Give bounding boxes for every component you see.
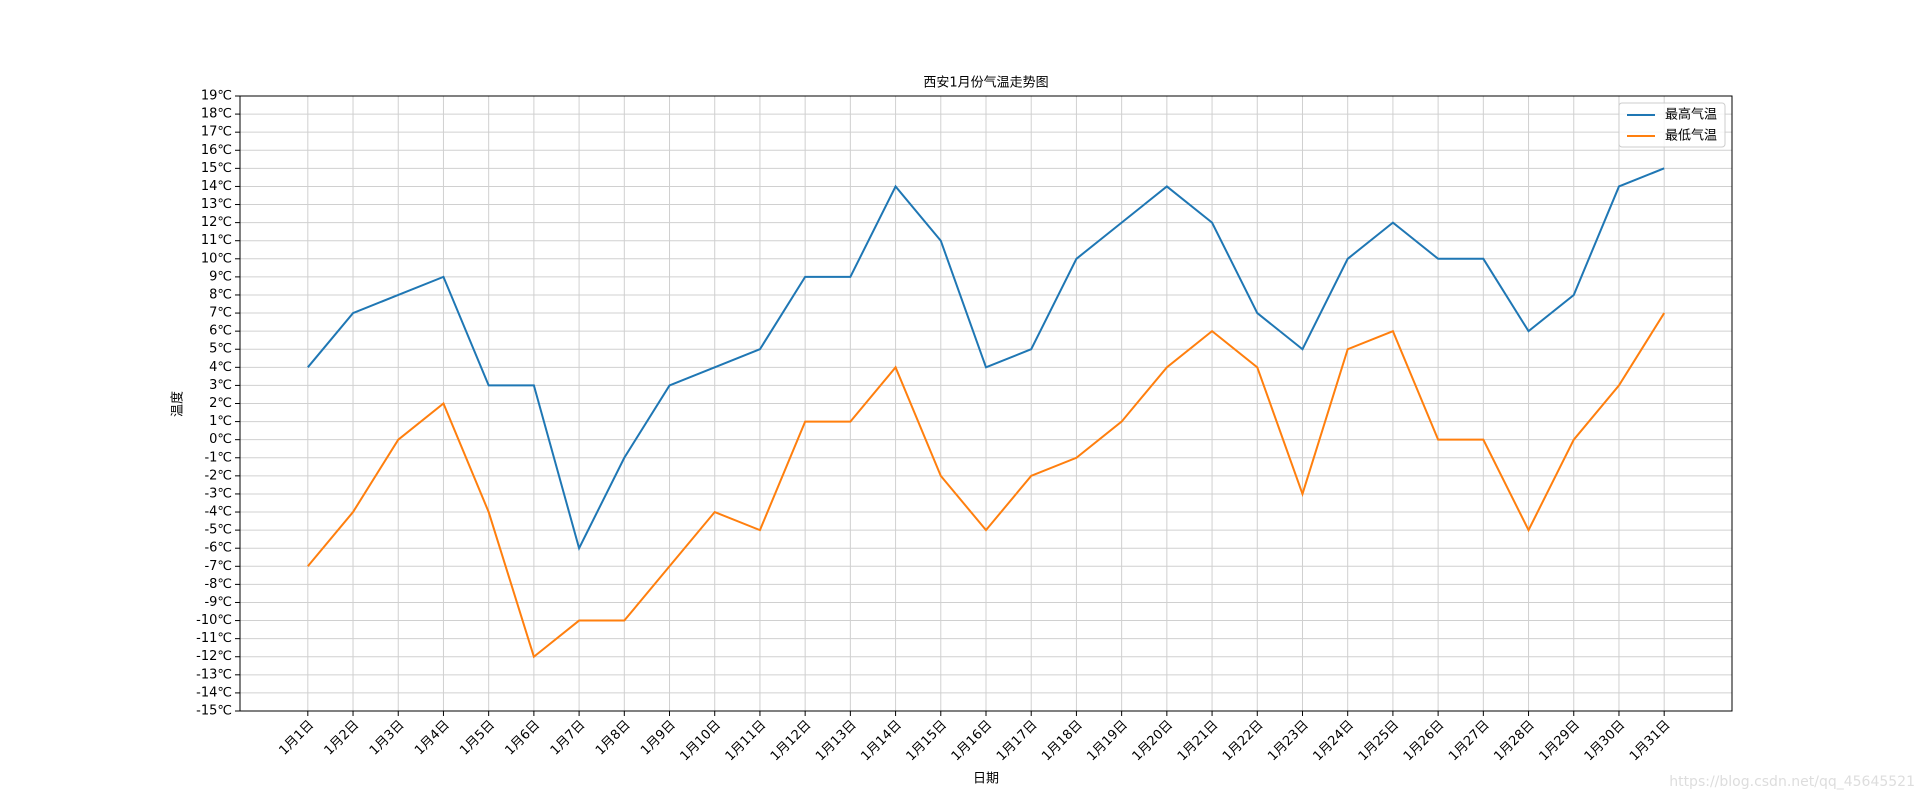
line-series [307,167,1665,551]
y-tick-label: -2℃ [204,468,232,483]
x-tick-label: 1月31日 [1627,718,1674,765]
x-tick-label: 1月30日 [1582,718,1629,765]
y-tick-label: 10℃ [201,251,232,266]
legend-label: 最低气温 [1665,128,1717,144]
x-tick-label: 1月2日 [322,718,363,759]
y-tick-label: 11℃ [201,233,232,248]
y-tick-label: 12℃ [201,215,232,230]
x-tick-label: 1月20日 [1130,718,1177,765]
x-tick-label: 1月3日 [367,718,408,759]
chart-title: 西安1月份气温走势图 [923,75,1048,91]
y-tick-label: -9℃ [204,595,232,610]
y-tick-label: -13℃ [196,667,232,682]
watermark: https://blog.csdn.net/qq_45645521 [1669,774,1915,790]
x-tick-label: 1月13日 [813,718,860,765]
x-tick-label: 1月17日 [994,718,1041,765]
x-tick-label: 1月4日 [412,718,453,759]
y-axis-label: 温度 [170,391,186,417]
x-tick-label: 1月26日 [1401,718,1448,765]
y-tick-label: 16℃ [201,143,232,158]
x-tick-label: 1月14日 [858,718,905,765]
x-tick-label: 1月6日 [502,718,543,759]
y-tick-label: 19℃ [201,89,232,104]
x-tick-label: 1月19日 [1084,718,1131,765]
x-tick-label: 1月8日 [593,718,634,759]
y-tick-label: 9℃ [209,269,232,284]
x-tick-label: 1月23日 [1265,718,1312,765]
y-tick-label: -7℃ [204,559,232,574]
y-tick-label: -12℃ [196,649,232,664]
y-tick-label: -8℃ [204,577,232,592]
y-tick-label: 6℃ [209,324,232,339]
y-tick-label: -4℃ [204,505,232,520]
x-tick-label: 1月12日 [768,718,815,765]
x-tick-label: 1月24日 [1310,718,1357,765]
y-tick-label: 15℃ [201,161,232,176]
x-tick-label: 1月10日 [677,718,724,765]
line-series [307,312,1666,659]
y-tick-label: 2℃ [209,396,232,411]
x-tick-label: 1月16日 [949,718,996,765]
y-tick-label: 5℃ [209,342,232,357]
x-tick-label: 1月18日 [1039,718,1086,765]
x-tick-label: 1月29日 [1537,718,1584,765]
y-tick-label: -14℃ [196,685,232,700]
y-tick-label: -1℃ [204,450,232,465]
y-tick-label: 13℃ [201,197,232,212]
x-tick-label: 1月21日 [1175,718,1222,765]
x-tick-label: 1月9日 [638,718,679,759]
x-tick-label: 1月22日 [1220,718,1267,765]
y-tick-label: 3℃ [209,378,232,393]
y-tick-label: -11℃ [196,631,232,646]
y-tick-label: 1℃ [209,414,232,429]
y-tick-label: -6℃ [204,541,232,556]
y-tick-label: -15℃ [196,704,232,719]
legend-label: 最高气温 [1665,107,1717,123]
x-tick-label: 1月15日 [904,718,951,765]
y-tick-label: 4℃ [209,360,232,375]
x-tick-label: 1月1日 [276,718,317,759]
x-tick-label: 1月27日 [1446,718,1493,765]
y-tick-label: 7℃ [209,306,232,321]
y-tick-label: 0℃ [209,432,232,447]
x-tick-label: 1月28日 [1491,718,1538,765]
y-tick-label: 8℃ [209,287,232,302]
y-tick-label: 18℃ [201,107,232,122]
y-tick-label: 17℃ [201,125,232,140]
y-tick-label: -3℃ [204,486,232,501]
x-tick-label: 1月11日 [723,718,770,765]
x-axis-label: 日期 [973,772,999,787]
y-tick-label: -5℃ [204,523,232,538]
x-tick-label: 1月25日 [1356,718,1403,765]
x-tick-label: 1月7日 [548,718,589,759]
y-tick-label: -10℃ [196,613,232,628]
y-tick-label: 14℃ [201,179,232,194]
plot-frame [239,95,1733,712]
x-tick-label: 1月5日 [457,718,498,759]
